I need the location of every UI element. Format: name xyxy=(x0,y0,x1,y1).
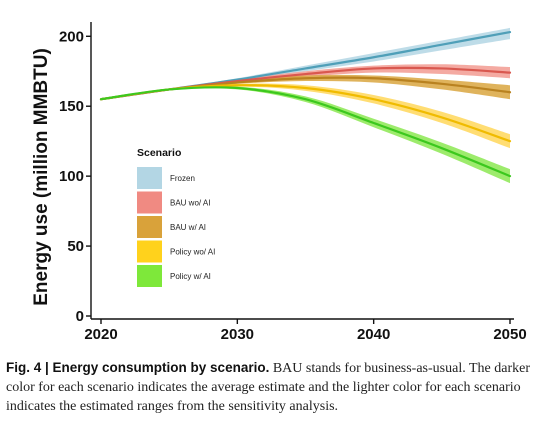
y-tick-label-200: 200 xyxy=(59,28,84,45)
scenario-lines xyxy=(99,30,512,178)
line-policy-wo-ai xyxy=(99,84,512,143)
y-tick-label-100: 100 xyxy=(59,168,84,185)
y-tick-label-150: 150 xyxy=(59,98,84,115)
caption-label: Fig. 4 | Energy consumption by scenario. xyxy=(6,360,270,375)
legend-swatch-policy-w-ai xyxy=(137,265,162,287)
legend-label-policy-wo-ai: Policy wo/ AI xyxy=(170,248,215,257)
scenario-bands xyxy=(101,27,510,184)
band-policy-w-ai xyxy=(101,86,510,184)
legend-label-bau-wo-ai: BAU wo/ AI xyxy=(170,199,210,208)
energy-chart: 0 50 100 150 200 2020 2030 2040 2050 Energy use (… xyxy=(31,22,527,343)
legend-label-bau-w-ai: BAU w/ AI xyxy=(170,223,206,232)
y-tick-label-0: 0 xyxy=(76,308,84,325)
band-policy-wo-ai xyxy=(101,83,510,149)
legend-swatch-bau-w-ai xyxy=(137,216,162,238)
legend-swatch-frozen xyxy=(137,167,162,189)
x-tick-label-2050: 2050 xyxy=(493,326,526,343)
figure-caption: Fig. 4 | Energy consumption by scenario.… xyxy=(6,358,554,416)
caption-text: BAU stands for business-as-usual. The da… xyxy=(6,361,530,414)
x-tick-label-2040: 2040 xyxy=(357,326,390,343)
line-policy-w-ai xyxy=(99,86,512,178)
legend: Scenario Frozen BAU wo/ AI BAU w/ AI Policy … xyxy=(137,147,215,287)
legend-label-frozen: Frozen xyxy=(170,174,195,183)
chart-axes: 0 50 100 150 200 2020 2030 2040 2050 Energy use (… xyxy=(31,22,527,343)
legend-label-policy-w-ai: Policy w/ AI xyxy=(170,272,211,281)
band-bau-wo-ai xyxy=(101,64,510,100)
legend-swatch-bau-wo-ai xyxy=(137,191,162,214)
y-axis-title: Energy use (million MMBTU) xyxy=(31,48,52,306)
legend-title: Scenario xyxy=(137,147,181,159)
legend-swatch-policy-wo-ai xyxy=(137,240,162,263)
x-tick-label-2030: 2030 xyxy=(221,326,254,343)
y-tick-label-50: 50 xyxy=(67,238,84,255)
x-tick-label-2020: 2020 xyxy=(84,326,117,343)
